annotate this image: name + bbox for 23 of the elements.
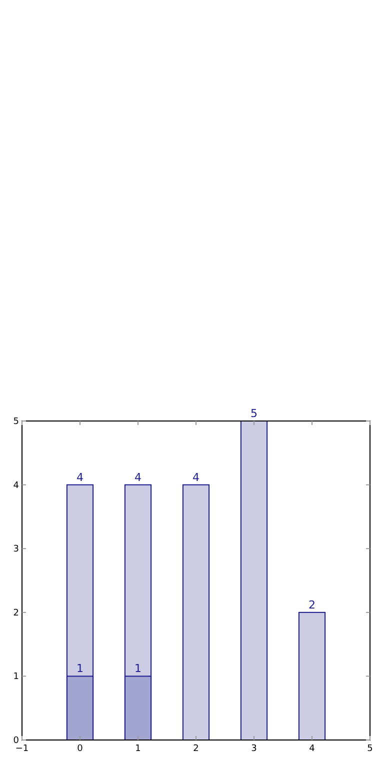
y-tick-label: 4 [13,480,20,491]
x-tick-label: 1 [135,744,141,754]
y-tick-label: 0 [13,736,20,746]
x-tick-label: −1 [15,744,29,754]
bar [240,420,268,740]
x-tick-label: 5 [367,744,373,754]
x-tick-label: 2 [193,744,199,754]
data-label: 5 [250,407,258,420]
data-label: 2 [308,598,316,612]
data-label: 4 [76,470,84,484]
data-label: 1 [76,662,84,676]
data-label: 4 [192,470,200,484]
y-tick-label: 5 [13,417,19,427]
data-label: 1 [134,662,142,676]
y-tick-label: 3 [13,544,19,555]
data-label: 4 [134,470,142,484]
x-tick-label: 4 [309,744,316,754]
bar [182,484,210,740]
y-tick-label: 1 [13,672,19,682]
x-tick-label: 0 [77,744,84,754]
y-tick-label: 2 [13,608,19,618]
x-tick-label: 3 [251,744,257,754]
bar [298,612,326,740]
